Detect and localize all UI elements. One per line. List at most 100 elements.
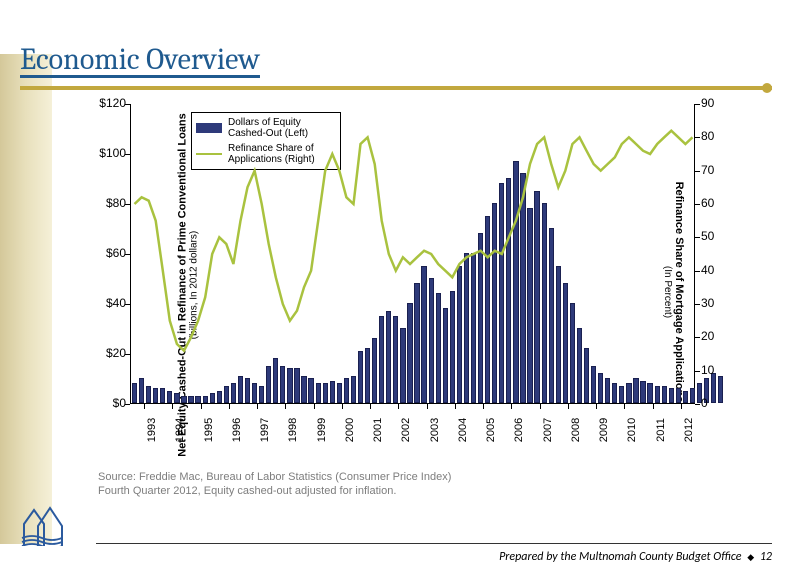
y-right-tick-label: 90 (701, 96, 725, 110)
y-left-tick-mark (125, 254, 130, 255)
equity-bar (619, 386, 624, 404)
equity-bar (308, 378, 313, 403)
equity-bar (421, 266, 426, 404)
y-right-tick-mark (695, 204, 700, 205)
equity-bar (626, 383, 631, 403)
x-tick-mark (511, 404, 512, 409)
y-left-tick-mark (125, 204, 130, 205)
x-tick-mark (201, 404, 202, 409)
equity-bar (683, 391, 688, 404)
equity-bar (287, 368, 292, 403)
x-tick-label: 2005 (485, 418, 497, 442)
x-tick-mark (285, 404, 286, 409)
x-tick-label: 1995 (203, 418, 215, 442)
equity-bar (542, 203, 547, 403)
equity-bar (577, 328, 582, 403)
x-tick-mark (483, 404, 484, 409)
equity-bar (372, 338, 377, 403)
equity-bar (323, 383, 328, 403)
x-tick-mark (398, 404, 399, 409)
equity-bar (570, 303, 575, 403)
plot-area: Dollars of Equity Cashed-Out (Left) Refi… (130, 104, 695, 404)
footer-text: Prepared by the Multnomah County Budget … (499, 550, 772, 564)
equity-bar (612, 383, 617, 403)
legend-bar-swatch (196, 123, 222, 133)
equity-bar (231, 383, 236, 403)
equity-bar (294, 368, 299, 403)
page-number: 12 (760, 550, 772, 564)
x-tick-label: 2009 (598, 418, 610, 442)
equity-bar (146, 386, 151, 404)
equity-bar (527, 208, 532, 403)
footer-label: Prepared by the Multnomah County Budget … (499, 550, 741, 564)
x-tick-label: 2010 (627, 418, 639, 442)
equity-bar (351, 376, 356, 404)
y-left-tick-label: $100 (94, 146, 126, 160)
x-tick-label: 2011 (654, 418, 666, 442)
y-left-tick-mark (125, 104, 130, 105)
equity-bar (224, 386, 229, 404)
equity-bar (605, 378, 610, 403)
x-tick-mark (257, 404, 258, 409)
x-tick-mark (596, 404, 597, 409)
y-right-tick-label: 50 (701, 229, 725, 243)
y-left-tick-mark (125, 354, 130, 355)
x-tick-mark (342, 404, 343, 409)
equity-bar (633, 378, 638, 403)
chart-legend: Dollars of Equity Cashed-Out (Left) Refi… (191, 112, 341, 170)
y-left-tick-mark (125, 404, 130, 405)
equity-bar (591, 366, 596, 404)
legend-row-line: Refinance Share of Applications (Right) (196, 143, 336, 165)
equity-bar (499, 183, 504, 403)
x-tick-mark (653, 404, 654, 409)
y-right-tick-label: 70 (701, 163, 725, 177)
y-right-tick-mark (695, 171, 700, 172)
x-tick-mark (624, 404, 625, 409)
y-left-tick-label: $20 (94, 346, 126, 360)
y-left-tick-mark (125, 304, 130, 305)
equity-bar (273, 358, 278, 403)
equity-bar (478, 233, 483, 403)
equity-bar (167, 391, 172, 404)
x-tick-label: 2000 (344, 418, 356, 442)
y-right-tick-mark (695, 371, 700, 372)
equity-bar (662, 386, 667, 404)
equity-bar (393, 316, 398, 404)
legend-row-bars: Dollars of Equity Cashed-Out (Left) (196, 117, 336, 139)
legend-bar-label: Dollars of Equity Cashed-Out (Left) (228, 117, 336, 139)
y-right-tick-label: 10 (701, 363, 725, 377)
y-right-tick-label: 40 (701, 263, 725, 277)
equity-bar (563, 283, 568, 403)
equity-bar (181, 396, 186, 404)
y-left-tick-label: $40 (94, 296, 126, 310)
equity-bar (316, 383, 321, 403)
x-tick-mark (455, 404, 456, 409)
x-tick-mark (681, 404, 682, 409)
x-tick-label: 2001 (372, 418, 384, 442)
equity-bar (400, 328, 405, 403)
y-right-tick-label: 30 (701, 296, 725, 310)
equity-bar (252, 383, 257, 403)
equity-bar (407, 303, 412, 403)
equity-bar (506, 178, 511, 403)
y-right-tick-mark (695, 404, 700, 405)
equity-bar (429, 278, 434, 403)
x-tick-label: 2004 (457, 418, 469, 442)
equity-bar (330, 381, 335, 404)
equity-bar (690, 388, 695, 403)
equity-bar (520, 173, 525, 403)
equity-bar (153, 388, 158, 403)
equity-bar (132, 383, 137, 403)
equity-bar (471, 253, 476, 403)
equity-bar (238, 376, 243, 404)
equity-bar (379, 316, 384, 404)
x-tick-label: 1996 (231, 418, 243, 442)
y-right-tick-mark (695, 137, 700, 138)
equity-bar (450, 291, 455, 404)
equity-bar (655, 386, 660, 404)
equity-bar (492, 203, 497, 403)
equity-bar (337, 383, 342, 403)
y-left-tick-label: $80 (94, 196, 126, 210)
equity-bar (436, 293, 441, 403)
equity-bar (174, 393, 179, 403)
